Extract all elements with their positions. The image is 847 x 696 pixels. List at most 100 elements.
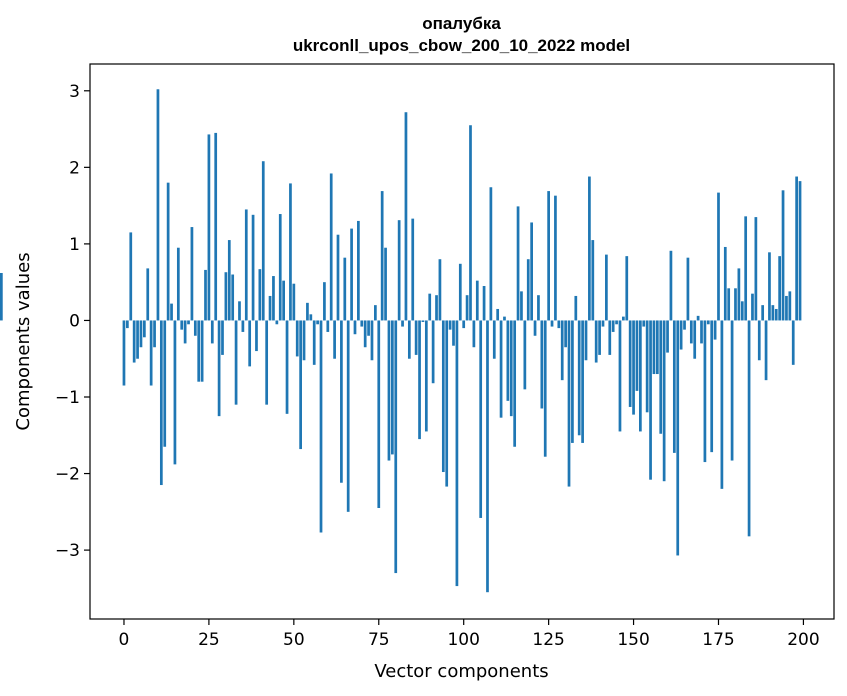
bar-70 bbox=[360, 320, 364, 327]
bar-178 bbox=[727, 288, 731, 321]
bar-35 bbox=[241, 320, 245, 332]
bar-177 bbox=[723, 246, 727, 321]
bar-171 bbox=[703, 320, 707, 463]
bar-49 bbox=[289, 183, 292, 321]
bar-195 bbox=[785, 295, 788, 321]
bar-87 bbox=[418, 320, 421, 440]
bar-18 bbox=[183, 320, 187, 344]
bar-0 bbox=[122, 320, 126, 386]
bar-151 bbox=[635, 320, 639, 391]
bar-23 bbox=[200, 320, 204, 382]
bar-121 bbox=[533, 320, 537, 336]
bar-182 bbox=[740, 301, 744, 321]
y-tick-label: 3 bbox=[69, 82, 80, 102]
y-tick-label: −2 bbox=[55, 465, 80, 485]
y-tick-label: 2 bbox=[69, 158, 80, 178]
bar-197 bbox=[791, 320, 795, 365]
bar-155 bbox=[649, 320, 652, 480]
bar-114 bbox=[509, 320, 513, 417]
bar-81 bbox=[397, 220, 401, 321]
bar-51 bbox=[295, 320, 299, 357]
bar-8 bbox=[149, 320, 153, 386]
y-tick-label: −1 bbox=[55, 388, 80, 408]
bar-28 bbox=[217, 320, 221, 417]
bar-3 bbox=[132, 320, 136, 363]
bar-193 bbox=[778, 256, 781, 321]
bar-109 bbox=[492, 320, 496, 359]
chart-title: опалубка bbox=[422, 14, 501, 33]
bar-21 bbox=[193, 320, 197, 336]
bar-59 bbox=[323, 282, 326, 321]
bar-38 bbox=[251, 214, 255, 321]
bar-198 bbox=[795, 176, 798, 321]
bar-79 bbox=[391, 320, 394, 455]
bar-15 bbox=[173, 320, 177, 465]
bar-30 bbox=[224, 272, 228, 321]
bar-163 bbox=[676, 320, 680, 556]
bar-34 bbox=[238, 301, 241, 321]
bar-67 bbox=[350, 228, 353, 321]
bar-192 bbox=[774, 308, 778, 321]
bar-82 bbox=[401, 320, 404, 327]
bar-176 bbox=[720, 320, 724, 489]
bar-37 bbox=[248, 320, 252, 367]
bar-57 bbox=[316, 320, 319, 325]
y-tick-label: −3 bbox=[55, 541, 80, 561]
bar-187 bbox=[757, 320, 761, 361]
bar-48 bbox=[285, 320, 289, 414]
bar-64 bbox=[340, 320, 343, 483]
bar-36 bbox=[244, 209, 248, 321]
bar-84 bbox=[407, 320, 411, 359]
x-tick-label: 50 bbox=[283, 630, 305, 650]
bar-133 bbox=[574, 295, 578, 321]
x-tick-label: 0 bbox=[119, 630, 130, 650]
bar-10 bbox=[156, 89, 160, 321]
bar-138 bbox=[591, 240, 595, 321]
bar-13 bbox=[166, 182, 170, 321]
bar-164 bbox=[679, 320, 683, 350]
bar-71 bbox=[363, 320, 367, 348]
bar-139 bbox=[594, 320, 598, 363]
bar-40 bbox=[258, 269, 262, 321]
bar-41 bbox=[261, 161, 265, 321]
bar-63 bbox=[336, 234, 340, 321]
bar-74 bbox=[374, 305, 377, 321]
bar-115 bbox=[513, 320, 517, 447]
bar-106 bbox=[482, 286, 486, 321]
bar-102 bbox=[469, 125, 472, 321]
bar-25 bbox=[207, 134, 211, 321]
x-tick-label: 200 bbox=[787, 630, 819, 650]
bar-undefined bbox=[0, 272, 3, 321]
bar-129 bbox=[560, 320, 564, 381]
bar-55 bbox=[309, 314, 313, 321]
bar-149 bbox=[628, 320, 632, 407]
bar-122 bbox=[537, 295, 540, 321]
bar-124 bbox=[543, 320, 547, 457]
bar-54 bbox=[306, 302, 309, 321]
bar-160 bbox=[666, 320, 669, 353]
bar-90 bbox=[428, 293, 432, 321]
bar-128 bbox=[557, 320, 561, 329]
bar-154 bbox=[645, 320, 649, 413]
bar-169 bbox=[696, 315, 700, 321]
bar-152 bbox=[639, 320, 642, 432]
bar-145 bbox=[615, 320, 618, 325]
bar-101 bbox=[465, 295, 469, 321]
bar-137 bbox=[588, 176, 591, 321]
bar-185 bbox=[751, 293, 754, 321]
bar-119 bbox=[526, 259, 530, 321]
bar-130 bbox=[564, 320, 567, 348]
bar-32 bbox=[231, 274, 235, 321]
bar-161 bbox=[669, 250, 673, 321]
bar-5 bbox=[139, 320, 143, 348]
bar-168 bbox=[693, 320, 697, 359]
bar-2 bbox=[129, 232, 133, 321]
bar-174 bbox=[713, 320, 717, 340]
bar-123 bbox=[540, 320, 544, 409]
bar-89 bbox=[424, 320, 428, 432]
bar-46 bbox=[278, 214, 282, 321]
bar-27 bbox=[214, 132, 218, 321]
bar-53 bbox=[302, 320, 306, 361]
